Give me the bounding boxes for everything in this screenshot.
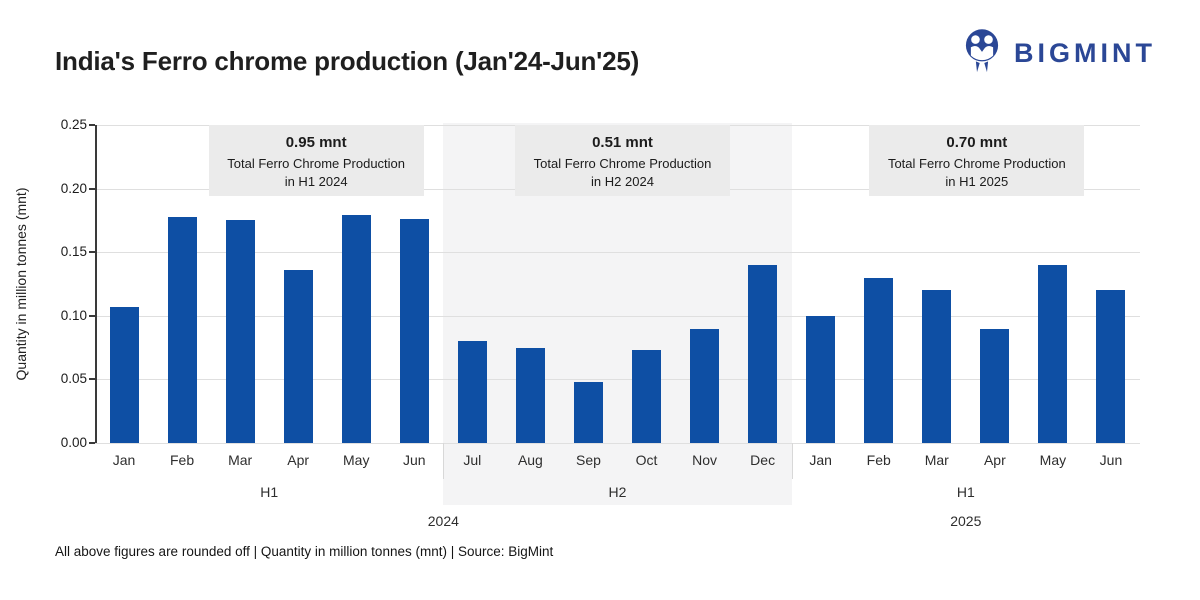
y-tick-mark xyxy=(89,442,95,444)
x-tick-label: Oct xyxy=(635,452,658,468)
bar-aug-7 xyxy=(515,347,545,443)
annotation-line: Total Ferro Chrome Production xyxy=(887,156,1066,171)
x-tick-label: Apr xyxy=(983,452,1006,468)
x-tick-label: Feb xyxy=(170,452,195,468)
gridline xyxy=(95,443,1140,444)
bar-jan-0 xyxy=(109,306,139,443)
x-tick-label: Mar xyxy=(228,452,253,468)
bar-jul-6 xyxy=(457,341,487,443)
bar-may-16 xyxy=(1038,264,1068,443)
group-separator xyxy=(791,443,793,479)
bar-feb-13 xyxy=(864,277,894,443)
annotation-headline: 0.51 mnt xyxy=(592,134,653,151)
annotation-headline: 0.95 mnt xyxy=(285,134,347,151)
x-tick-label: Feb xyxy=(866,452,891,468)
bar-oct-9 xyxy=(632,350,662,443)
y-tick-label: 0.25 xyxy=(60,117,87,132)
bar-dec-11 xyxy=(748,264,778,443)
annotation-line: in H1 2025 xyxy=(945,174,1009,189)
brand-logo: BIGMINT xyxy=(959,24,1156,82)
bar-apr-3 xyxy=(283,270,313,443)
y-tick-label: 0.10 xyxy=(60,307,87,323)
y-tick-mark xyxy=(89,187,95,190)
annotation-line: Total Ferro Chrome Production xyxy=(533,156,712,171)
annotation-box: 0.51 mnt Total Ferro Chrome Production in … xyxy=(515,125,730,196)
x-tick-label: Jan xyxy=(809,452,832,468)
y-axis-line xyxy=(95,125,97,443)
bar-mar-14 xyxy=(922,290,952,443)
gridline xyxy=(95,252,1140,254)
group-separator xyxy=(443,443,445,479)
annotation-line: in H2 2024 xyxy=(591,174,654,189)
gridline xyxy=(95,379,1140,381)
gridline xyxy=(95,315,1140,317)
y-tick-label: 0.15 xyxy=(60,244,87,260)
y-tick-label: 0.05 xyxy=(60,371,87,387)
bar-mar-2 xyxy=(225,220,255,443)
x-tick-label: Dec xyxy=(750,452,776,468)
y-tick-mark xyxy=(89,378,95,381)
annotation-box: 0.95 mnt Total Ferro Chrome Production in … xyxy=(208,125,424,196)
bar-feb-1 xyxy=(167,216,197,443)
y-tick-mark xyxy=(89,314,95,317)
x-tick-label: Nov xyxy=(692,452,718,468)
y-tick-mark xyxy=(89,124,95,126)
annotation-headline: 0.70 mnt xyxy=(946,134,1008,151)
bar-jun-5 xyxy=(399,219,429,443)
x-tick-label: Jun xyxy=(403,452,426,468)
y-axis-title: Quantity in million tonnes (mnt) xyxy=(13,187,29,381)
x-tick-label: Apr xyxy=(287,452,310,468)
x-tick-label: Aug xyxy=(517,452,543,468)
annotation-line: Total Ferro Chrome Production xyxy=(227,156,406,171)
half-year-label: H2 xyxy=(608,484,627,500)
x-tick-label: Jul xyxy=(463,452,482,468)
bar-sep-8 xyxy=(573,381,603,443)
bar-may-4 xyxy=(341,215,371,443)
bar-jun-17 xyxy=(1096,290,1126,443)
x-tick-label: May xyxy=(343,452,370,468)
bar-nov-10 xyxy=(690,328,720,443)
y-tick-label: 0.00 xyxy=(60,435,87,450)
footer-note: All above figures are rounded off | Quan… xyxy=(55,544,554,559)
half-year-label: H1 xyxy=(956,484,975,500)
plot-area: 0.00 0.05 0.10 0.15 0.20 0.25 0.95 mnt Total Fe… xyxy=(61,117,1140,450)
x-tick-label: Mar xyxy=(924,452,949,468)
annotation-line: in H1 2024 xyxy=(284,174,348,189)
half-year-label: H1 xyxy=(260,484,279,500)
brand-wordmark: BIGMINT xyxy=(1014,37,1156,68)
page-title: India's Ferro chrome production (Jan'24-… xyxy=(55,46,640,76)
x-tick-label: Jun xyxy=(1099,452,1123,468)
bar-apr-15 xyxy=(980,328,1010,443)
year-label: 2024 xyxy=(427,513,459,529)
year-label: 2025 xyxy=(950,513,982,529)
x-tick-label: May xyxy=(1039,452,1067,468)
bar-jan-12 xyxy=(806,315,836,443)
x-tick-label: Jan xyxy=(112,452,136,468)
y-tick-label: 0.20 xyxy=(60,180,87,196)
bigmint-logo-icon xyxy=(965,29,999,73)
y-tick-mark xyxy=(89,251,95,254)
annotation-box: 0.70 mnt Total Ferro Chrome Production in … xyxy=(869,125,1085,196)
x-tick-label: Sep xyxy=(576,452,601,468)
